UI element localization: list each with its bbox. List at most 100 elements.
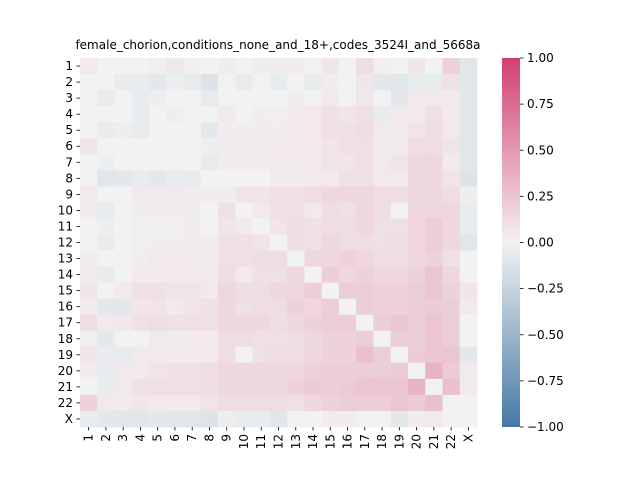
heatmap-cell (80, 218, 98, 235)
heatmap-cell (425, 362, 443, 380)
row-tick-label: 14 (58, 268, 73, 282)
heatmap-cell (407, 154, 426, 171)
heatmap-cell (80, 138, 98, 155)
heatmap-cell (459, 234, 478, 251)
heatmap-cell (356, 330, 374, 348)
heatmap-cell (321, 186, 340, 203)
heatmap-cell (356, 282, 374, 300)
heatmap-cell (269, 218, 288, 235)
heatmap-cell (200, 394, 219, 412)
heatmap-cell (425, 330, 443, 348)
heatmap-cell (338, 378, 357, 396)
heatmap-cell (459, 346, 478, 364)
heatmap-cell (235, 362, 254, 380)
heatmap-cell (200, 234, 219, 251)
column-tick-label: 3 (116, 434, 130, 442)
heatmap-cell (287, 106, 305, 123)
heatmap-cell (287, 170, 305, 187)
heatmap-cell (287, 74, 305, 91)
heatmap-cell (183, 138, 202, 155)
heatmap-cell (442, 90, 461, 107)
column-tick-label: 1 (82, 434, 96, 442)
heatmap-cell (80, 394, 98, 412)
heatmap-cell (425, 314, 443, 332)
heatmap-cell (287, 218, 305, 235)
heatmap-cell (390, 378, 409, 396)
heatmap-cell (390, 202, 409, 219)
heatmap-cell (390, 266, 409, 284)
heatmap-cell (459, 330, 478, 348)
heatmap-cell (166, 410, 184, 428)
heatmap-cell (80, 170, 98, 187)
heatmap-cell (97, 330, 115, 348)
heatmap-cell (218, 106, 236, 123)
heatmap-cell (97, 58, 115, 75)
heatmap-cell (114, 362, 133, 380)
heatmap-cell (97, 106, 115, 123)
row-tick-label: 20 (58, 364, 73, 378)
heatmap-cell (425, 234, 443, 251)
heatmap-cell (183, 250, 202, 267)
heatmap-cell (114, 378, 133, 396)
heatmap-cell (425, 122, 443, 139)
heatmap-cell (304, 250, 323, 267)
heatmap-cell (459, 122, 478, 139)
heatmap-cell (166, 250, 184, 267)
heatmap-cell (235, 330, 254, 348)
heatmap-cell (356, 378, 374, 396)
heatmap-cell (304, 266, 323, 284)
heatmap-cell (356, 266, 374, 284)
heatmap-cell (287, 202, 305, 219)
heatmap-cell (235, 298, 254, 316)
heatmap-cell (131, 314, 150, 332)
row-tick-label: 15 (58, 284, 73, 298)
heatmap-cell (131, 138, 150, 155)
heatmap-cell (80, 282, 98, 300)
heatmap-cell (131, 74, 150, 91)
colorbar-tick-label: −0.50 (527, 328, 564, 342)
heatmap-cell (407, 218, 426, 235)
heatmap-cell (304, 282, 323, 300)
heatmap-cell (80, 410, 98, 428)
heatmap-cell (252, 346, 271, 364)
column-tick-label: 16 (341, 434, 355, 449)
heatmap-cell (356, 90, 374, 107)
heatmap-cell (114, 266, 133, 284)
heatmap-cell (97, 154, 115, 171)
heatmap-cell (269, 138, 288, 155)
heatmap-cell (373, 74, 392, 91)
heatmap-cell (304, 362, 323, 380)
heatmap-cell (131, 154, 150, 171)
heatmap-cell (442, 314, 461, 332)
heatmap-cell (459, 90, 478, 107)
heatmap-cell (287, 90, 305, 107)
heatmap-cell (442, 138, 461, 155)
heatmap-cell (321, 170, 340, 187)
heatmap-cell (356, 394, 374, 412)
colorbar (502, 58, 520, 427)
heatmap-cell (459, 250, 478, 267)
heatmap-cell (321, 138, 340, 155)
heatmap-cell (407, 314, 426, 332)
heatmap-cell (407, 186, 426, 203)
heatmap-cell (97, 90, 115, 107)
heatmap-cell (269, 186, 288, 203)
column-tick-label: X (461, 434, 475, 442)
heatmap-cell (149, 314, 167, 332)
heatmap-cell (321, 346, 340, 364)
heatmap-cell (321, 234, 340, 251)
heatmap-cell (200, 378, 219, 396)
heatmap-cell (166, 138, 184, 155)
colorbar-tick-label: 1.00 (527, 51, 554, 65)
heatmap-cell (269, 378, 288, 396)
row-tick-label: 16 (58, 300, 73, 314)
heatmap-cell (321, 330, 340, 348)
heatmap-cell (218, 330, 236, 348)
heatmap-cell (218, 234, 236, 251)
heatmap-cell (97, 186, 115, 203)
heatmap-cell (149, 186, 167, 203)
heatmap-cell (252, 298, 271, 316)
heatmap-cell (373, 154, 392, 171)
heatmap-cell (269, 106, 288, 123)
heatmap-cell (338, 58, 357, 75)
